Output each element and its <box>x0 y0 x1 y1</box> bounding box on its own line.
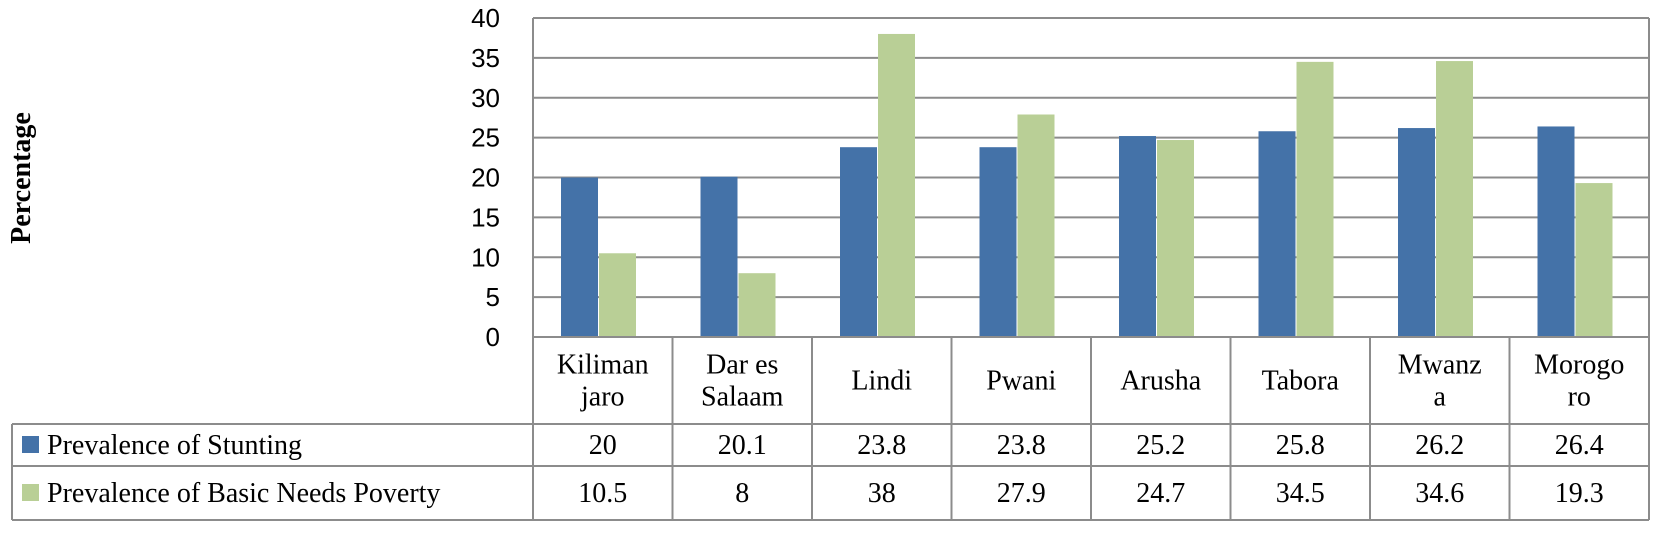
legend-swatch <box>22 484 39 501</box>
category-label: Kiliman <box>557 350 649 381</box>
category-label: jaro <box>580 382 625 413</box>
category-label: Arusha <box>1120 366 1201 397</box>
bar <box>1296 61 1334 338</box>
data-label: 26.2 <box>1415 430 1464 461</box>
legend-label: Prevalence of Basic Needs Poverty <box>47 478 440 509</box>
y-axis-ticks: 0 5 10 15 20 25 30 35 40 <box>471 3 500 352</box>
category-label: Tabora <box>1262 366 1340 397</box>
data-label: 34.6 <box>1415 478 1464 509</box>
y-tick-label: 25 <box>471 123 500 153</box>
y-tick-label: 20 <box>471 163 500 193</box>
bar <box>840 147 877 337</box>
data-label: 19.3 <box>1555 478 1604 509</box>
y-axis-label: Percentage <box>6 112 37 244</box>
category-label: Dar es <box>706 350 778 381</box>
bar <box>1436 61 1473 337</box>
data-label: 20.1 <box>718 430 767 461</box>
y-tick-label: 35 <box>471 43 500 73</box>
category-label: Lindi <box>851 366 912 397</box>
category-label: a <box>1434 382 1447 413</box>
data-label: 23.8 <box>857 430 906 461</box>
bar <box>1537 126 1575 338</box>
bars <box>561 33 1613 338</box>
y-tick-label: 10 <box>471 242 500 272</box>
data-label: 25.8 <box>1276 430 1325 461</box>
data-label: 27.9 <box>997 478 1046 509</box>
bar <box>979 147 1017 337</box>
legend-swatch <box>22 436 39 453</box>
bar <box>1398 128 1435 337</box>
bar <box>1119 136 1156 337</box>
data-label: 38 <box>868 478 896 509</box>
data-label: 8 <box>735 478 749 509</box>
y-tick-label: 0 <box>486 322 500 352</box>
y-tick-label: 30 <box>471 83 500 113</box>
category-label: Pwani <box>986 366 1056 397</box>
category-label: Morogo <box>1534 350 1624 381</box>
bar <box>1017 114 1055 337</box>
bar <box>561 177 598 337</box>
bar <box>1575 183 1613 337</box>
bar <box>1258 131 1296 337</box>
data-label: 20 <box>589 430 617 461</box>
data-label: 10.5 <box>578 478 627 509</box>
category-label: ro <box>1568 382 1591 413</box>
category-label: Mwanz <box>1398 350 1482 381</box>
category-label: Salaam <box>701 382 784 413</box>
data-label: 24.7 <box>1136 478 1185 509</box>
bar <box>700 176 738 337</box>
data-label: 23.8 <box>997 430 1046 461</box>
y-tick-label: 5 <box>486 282 500 312</box>
y-tick-label: 15 <box>471 202 500 232</box>
data-label: 34.5 <box>1276 478 1325 509</box>
bar <box>599 253 636 337</box>
data-label: 25.2 <box>1136 430 1185 461</box>
bar <box>1157 140 1194 337</box>
data-label: 26.4 <box>1555 430 1604 461</box>
bar <box>738 273 776 337</box>
bar <box>878 33 915 337</box>
legend-label: Prevalence of Stunting <box>47 430 302 461</box>
y-tick-label: 40 <box>471 3 500 33</box>
